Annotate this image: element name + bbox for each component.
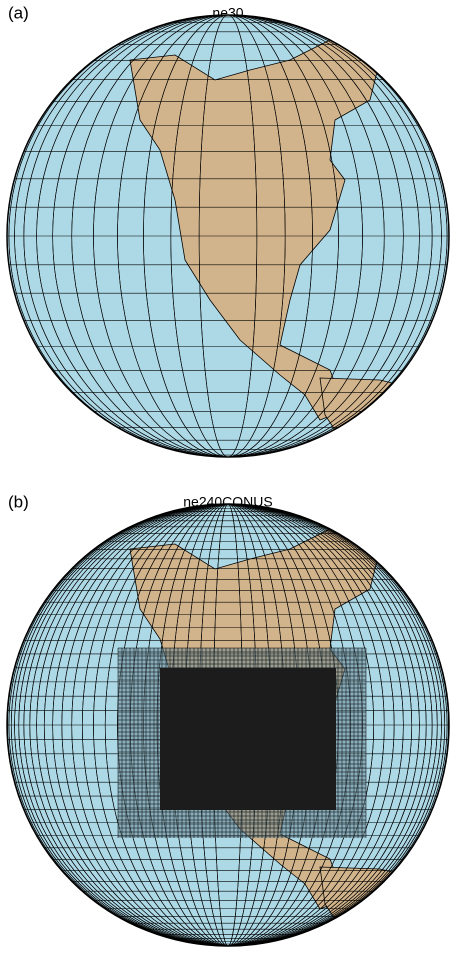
figure: (a) ne30 (b) ne240CONUS (0, 0, 456, 953)
land (320, 867, 440, 947)
panel-label: (a) (8, 3, 29, 22)
globe (7, 504, 450, 947)
globe (7, 15, 450, 458)
panel-label: (b) (8, 492, 29, 511)
refine-inner (160, 668, 336, 810)
land (320, 378, 440, 458)
